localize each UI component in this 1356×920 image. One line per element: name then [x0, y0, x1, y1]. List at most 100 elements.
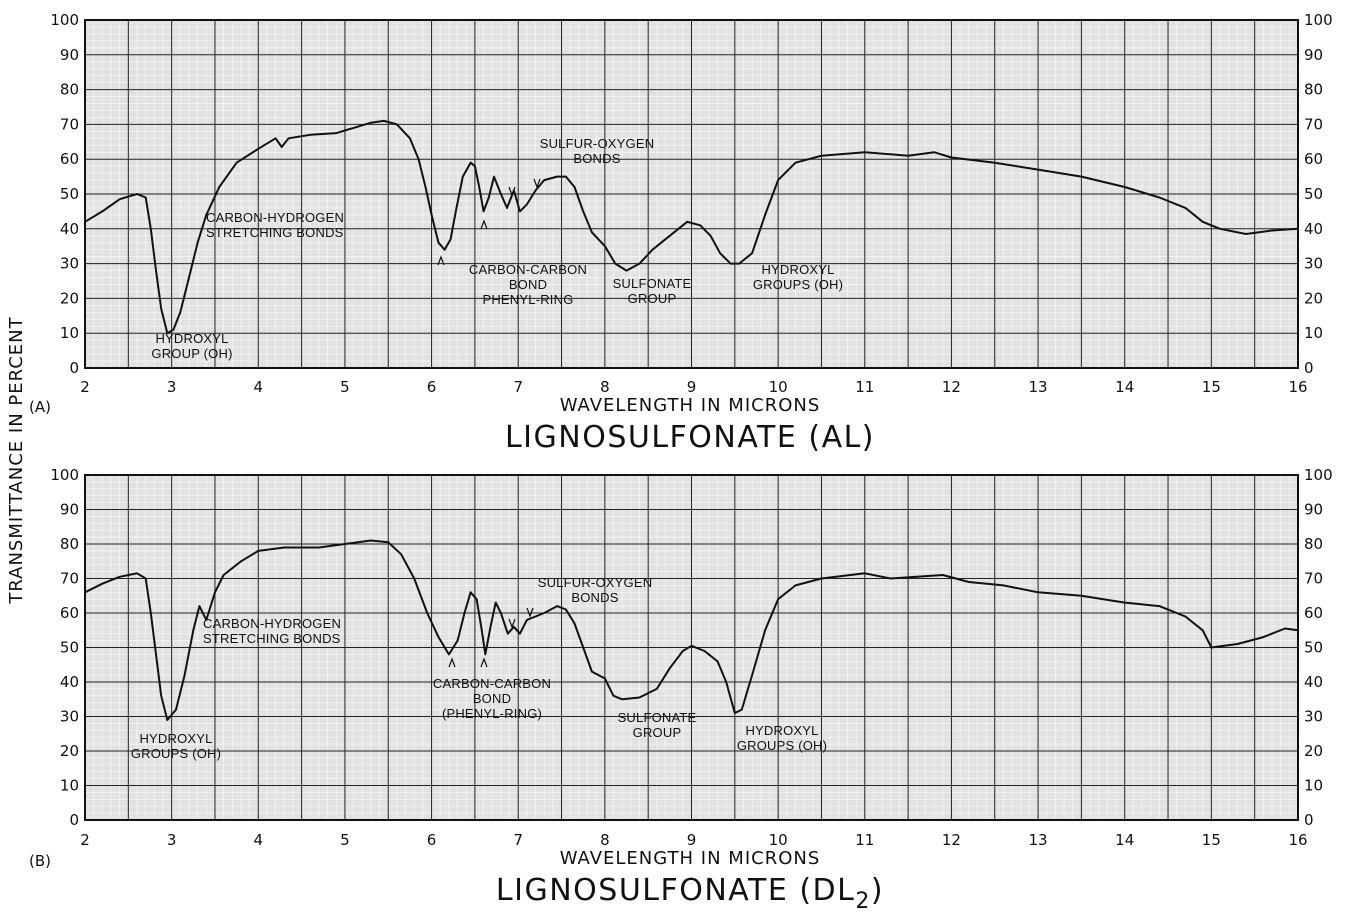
y-tick-label-left: 80 [60, 535, 79, 553]
panel-label: (B) [29, 852, 51, 870]
annotation-marker [508, 186, 516, 197]
y-tick-label-right: 10 [1304, 324, 1323, 342]
chart-title-text: LIGNOSULFONATE (DL [496, 873, 855, 908]
annotation-line: BONDS [571, 590, 618, 605]
y-tick-label-left: 30 [60, 708, 79, 726]
annotation-line: CARBON-HYDROGEN [206, 210, 344, 225]
x-tick-label: 4 [254, 378, 264, 396]
major-grid [85, 475, 1298, 820]
y-tick-label-left: 90 [60, 46, 79, 64]
annotation-label: CARBON-HYDROGEN STRETCHING BONDS [206, 210, 344, 240]
annotation-label: HYDROXYL GROUPS (OH) [737, 723, 827, 753]
panel-label: (A) [29, 398, 51, 416]
plot-frame [84, 19, 1299, 369]
annotation-line: (PHENYL-RING) [442, 706, 542, 721]
x-tick-label: 8 [600, 378, 610, 396]
y-tick-label-left: 100 [50, 466, 79, 484]
y-tick-label-right: 30 [1304, 255, 1323, 273]
y-tick-label-right: 30 [1304, 708, 1323, 726]
annotation-line: GROUP [628, 291, 677, 306]
y-tick-label-left: 10 [60, 324, 79, 342]
x-tick-label: 15 [1202, 831, 1221, 849]
y-tick-label-right: 20 [1304, 289, 1323, 307]
annotation-label: CARBON-HYDROGEN STRETCHING BONDS [203, 616, 341, 646]
annotation-line: GROUPS (OH) [737, 738, 827, 753]
y-tick-label-right: 70 [1304, 570, 1323, 588]
x-tick-label: 11 [855, 831, 874, 849]
x-tick-label: 5 [340, 831, 350, 849]
x-tick-label: 6 [427, 378, 437, 396]
y-tick-label-left: 60 [60, 150, 79, 168]
annotation-line: BOND [473, 691, 511, 706]
y-tick-label-right: 0 [1304, 359, 1314, 377]
x-tick-label: 9 [687, 831, 697, 849]
y-tick-label-left: 60 [60, 604, 79, 622]
x-tick-label: 3 [167, 378, 177, 396]
x-tick-label: 4 [254, 831, 264, 849]
y-tick-label-right: 90 [1304, 501, 1323, 519]
chart-panel-a: 0 0 10 10 20 20 30 30 40 40 50 50 60 60 70 70 80 80 90 90 10… [29, 11, 1333, 455]
annotation-line: SULFUR-OXYGEN [540, 136, 655, 151]
annotation-marker [480, 219, 488, 230]
y-tick-label-left: 70 [60, 570, 79, 588]
y-tick-label-left: 30 [60, 255, 79, 273]
major-grid [85, 20, 1298, 368]
y-tick-label-left: 20 [60, 742, 79, 760]
annotation-line: GROUP [633, 725, 682, 740]
x-tick-label: 3 [167, 831, 177, 849]
y-tick-label-right: 100 [1304, 466, 1333, 484]
x-tick-label: 5 [340, 378, 350, 396]
x-tick-label: 12 [942, 378, 961, 396]
annotation-line: CARBON-HYDROGEN [203, 616, 341, 631]
x-tick-label: 16 [1288, 831, 1307, 849]
y-tick-label-right: 80 [1304, 81, 1323, 99]
x-tick-label: 14 [1115, 831, 1134, 849]
x-tick-label: 7 [513, 378, 523, 396]
annotation-line: SULFONATE [613, 276, 692, 291]
annotation-line: BOND [509, 277, 547, 292]
annotation-line: HYDROXYL [761, 262, 834, 277]
y-tick-label-right: 40 [1304, 673, 1323, 691]
y-tick-label-right: 80 [1304, 535, 1323, 553]
y-tick-label-right: 70 [1304, 115, 1323, 133]
y-tick-label-right: 60 [1304, 150, 1323, 168]
annotation-label: SULFONATE GROUP [613, 276, 692, 306]
x-tick-label: 11 [855, 378, 874, 396]
annotation-line: HYDROXYL [745, 723, 818, 738]
annotation-marker [437, 255, 445, 266]
y-tick-label-left: 10 [60, 777, 79, 795]
x-axis-label: WAVELENGTH IN MICRONS [560, 848, 821, 869]
y-axis-label: TRANSMITTANCE IN PERCENT [6, 316, 27, 604]
annotation-label: HYDROXYL GROUP (OH) [151, 331, 232, 361]
chart-title: LIGNOSULFONATE (DL2) [496, 873, 884, 914]
annotation-label: SULFONATE GROUP [618, 710, 697, 740]
y-tick-label-right: 90 [1304, 46, 1323, 64]
y-tick-label-right: 50 [1304, 639, 1323, 657]
annotation-marker [508, 618, 516, 629]
y-tick-label-right: 50 [1304, 185, 1323, 203]
annotation-line: BONDS [573, 151, 620, 166]
chart-panels: 0 0 10 10 20 20 30 30 40 40 50 50 60 60 70 70 80 80 90 90 10… [29, 11, 1333, 914]
annotation-line: HYDROXYL [155, 331, 228, 346]
x-tick-label: 10 [769, 831, 788, 849]
x-tick-label: 13 [1029, 831, 1048, 849]
y-tick-label-left: 0 [69, 359, 79, 377]
transmittance-curve [84, 119, 1299, 335]
chart-title-end: ) [871, 873, 884, 908]
annotation-line: SULFONATE [618, 710, 697, 725]
annotation-label: CARBON-CARBON BOND PHENYL-RING [469, 262, 587, 307]
y-tick-label-left: 40 [60, 220, 79, 238]
annotation-line: GROUPS (OH) [131, 746, 221, 761]
annotation-marker [480, 657, 488, 668]
y-tick-label-left: 20 [60, 289, 79, 307]
chart-title-text: LIGNOSULFONATE (AL) [505, 420, 875, 455]
annotation-line: GROUP (OH) [151, 346, 232, 361]
y-tick-label-right: 40 [1304, 220, 1323, 238]
x-tick-label: 6 [427, 831, 437, 849]
x-tick-label: 15 [1202, 378, 1221, 396]
chart-panel-b: 0 0 10 10 20 20 30 30 40 40 50 50 60 60 70 70 80 80 90 90 10… [29, 466, 1333, 914]
annotation-line: STRETCHING BONDS [206, 225, 344, 240]
y-tick-label-right: 20 [1304, 742, 1323, 760]
annotation-label: SULFUR-OXYGEN BONDS [538, 575, 653, 605]
